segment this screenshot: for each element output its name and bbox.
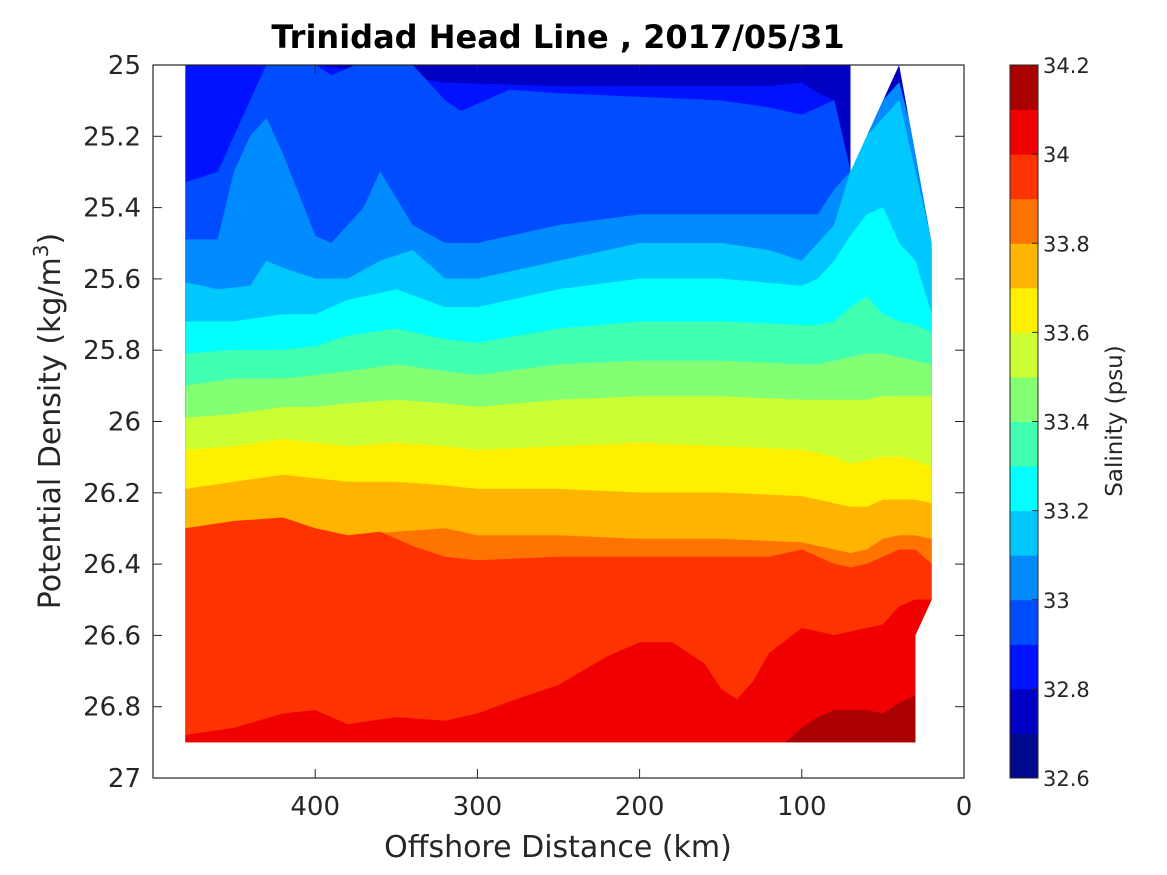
y-tick-label: 25.4 [83, 194, 141, 224]
contour-fill-layer [185, 65, 932, 743]
colorbar-segment [1010, 65, 1038, 111]
y-axis-label-main: Potential Density (kg/m [33, 257, 68, 609]
contour-band-34 [185, 599, 932, 743]
y-tick-label: 26.2 [83, 479, 141, 509]
colorbar-segment [1010, 243, 1038, 289]
y-tick-label: 26 [108, 408, 141, 438]
x-tick-label: 100 [777, 792, 827, 822]
colorbar-segment [1010, 644, 1038, 690]
colorbar-tick-label: 34 [1043, 143, 1070, 167]
colorbar-ticks: 32.6 32.8 33 33.2 33.4 33.6 33.8 34 34.2 [1032, 54, 1090, 791]
colorbar-segment [1010, 376, 1038, 422]
colorbar-tick-label: 33 [1043, 589, 1070, 613]
x-tick-label: 300 [453, 792, 503, 822]
x-axis-ticks: 400 300 200 100 0 [290, 65, 972, 822]
colorbar [1009, 64, 1039, 779]
colorbar-tick-label: 34.2 [1043, 54, 1090, 78]
colorbar-label: Salinity (psu) [1102, 345, 1128, 497]
colorbar-segment [1010, 733, 1038, 779]
y-tick-label: 26.8 [83, 693, 141, 723]
y-tick-label: 25 [108, 51, 141, 81]
colorbar-segment [1010, 421, 1038, 467]
x-tick-label: 0 [956, 792, 973, 822]
colorbar-segment [1010, 198, 1038, 244]
colorbar-segment [1010, 599, 1038, 645]
y-tick-label: 25.2 [83, 122, 141, 152]
y-tick-label: 26.6 [83, 621, 141, 651]
colorbar-segment [1010, 510, 1038, 556]
y-axis-label: Potential Density (kg/m3) [29, 233, 68, 609]
colorbar-segment [1010, 332, 1038, 378]
y-tick-label: 25.6 [83, 265, 141, 295]
x-tick-label: 200 [615, 792, 665, 822]
colorbar-segment [1010, 109, 1038, 155]
colorbar-segment [1010, 466, 1038, 512]
colorbar-segment [1010, 688, 1038, 734]
colorbar-segment [1010, 555, 1038, 601]
chart-title: Trinidad Head Line , 2017/05/31 [271, 18, 844, 56]
x-axis-label: Offshore Distance (km) [384, 830, 732, 865]
colorbar-segment [1010, 287, 1038, 333]
colorbar-tick-label: 33.2 [1043, 500, 1090, 524]
y-axis-ticks: 25 25.2 25.4 25.6 25.8 26 26.2 26.4 26.6 26.8 27 [83, 51, 964, 794]
colorbar-tick-label: 33.4 [1043, 411, 1090, 435]
y-axis-label-close: ) [33, 233, 68, 245]
colorbar-tick-label: 33.6 [1043, 321, 1090, 345]
y-tick-label: 26.4 [83, 550, 141, 580]
colorbar-tick-label: 32.6 [1043, 767, 1090, 791]
colorbar-tick-label: 33.8 [1043, 232, 1090, 256]
contour-band-34.1 [785, 695, 916, 743]
y-axis-label-superscript: 3 [29, 244, 53, 257]
colorbar-segment [1010, 154, 1038, 200]
x-tick-label: 400 [290, 792, 340, 822]
colorbar-tick-label: 32.8 [1043, 678, 1090, 702]
y-tick-label: 27 [108, 764, 141, 794]
y-tick-label: 25.8 [83, 336, 141, 366]
contour-bands [185, 65, 932, 743]
